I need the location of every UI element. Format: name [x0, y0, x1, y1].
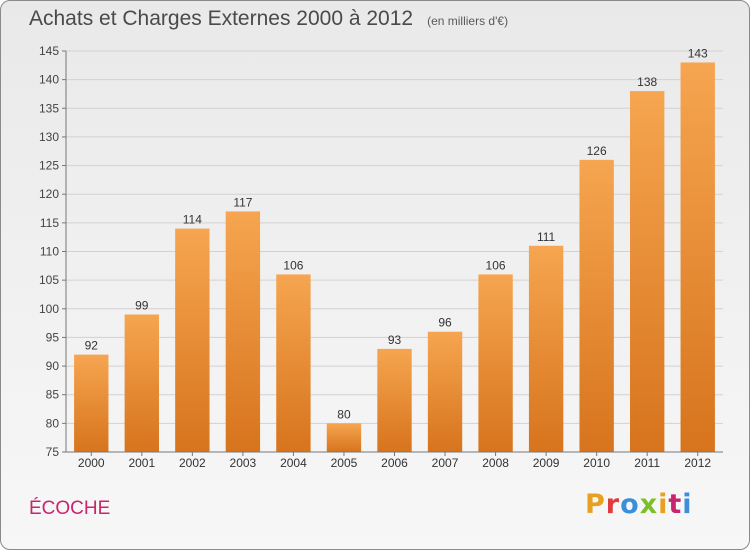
x-tick-label: 2011	[634, 456, 660, 470]
data-label: 93	[388, 333, 402, 347]
commune-name: ÉCOCHE	[29, 498, 111, 519]
bar-2005	[326, 423, 362, 452]
y-tick-label: 75	[46, 445, 60, 459]
x-tick-label: 2006	[381, 456, 408, 470]
data-label: 106	[283, 258, 303, 272]
y-tick-label: 125	[39, 159, 59, 173]
data-label: 114	[183, 213, 202, 227]
data-label: 138	[637, 75, 657, 89]
data-label: 111	[537, 230, 556, 244]
y-tick-label: 100	[39, 302, 59, 316]
data-labels: 92 99 114 117 106 80 93 96 106 111 126 138 143	[85, 46, 708, 421]
x-tick-label: 2000	[78, 456, 105, 470]
data-label: 96	[438, 316, 452, 330]
logo-letter: i	[658, 489, 669, 520]
bar-2012	[680, 62, 715, 452]
data-label: 143	[688, 46, 708, 60]
x-tick-label: 2010	[583, 456, 610, 470]
y-tick-label: 140	[39, 73, 59, 87]
y-tick-label: 110	[40, 245, 59, 259]
bar-2007	[427, 331, 463, 452]
data-label: 92	[85, 339, 99, 353]
x-tick-label: 2004	[280, 456, 307, 470]
data-label: 80	[337, 407, 351, 421]
data-label: 117	[233, 195, 252, 209]
logo-letter: x	[639, 489, 659, 520]
data-label: 99	[135, 299, 149, 313]
bar-2008	[478, 274, 513, 452]
y-tick-label: 135	[39, 101, 59, 115]
chart-units: (en milliers d'€)	[427, 14, 509, 28]
y-tick-label: 80	[46, 416, 60, 430]
bars	[74, 62, 715, 453]
logo-letter: r	[605, 489, 621, 520]
bar-2006	[377, 348, 412, 452]
x-tick-label: 2003	[230, 456, 257, 470]
logo-letter: o	[620, 489, 640, 520]
y-tick-label: 145	[39, 44, 59, 58]
y-tick-label: 85	[46, 388, 60, 402]
y-tick-label: 115	[40, 216, 59, 230]
x-tick-label: 2008	[482, 456, 509, 470]
y-tick-label: 95	[46, 330, 60, 344]
x-tick-label: 2001	[128, 456, 155, 470]
data-label: 106	[486, 258, 506, 272]
bar-2003	[225, 211, 261, 452]
bar-2001	[124, 314, 159, 452]
y-axis: 75 80 85 90 95 100 105 110 115 120 125 130 135 140 145	[39, 44, 67, 459]
x-tick-label: 2009	[533, 456, 560, 470]
bar-2010	[579, 159, 614, 453]
bar-2004	[276, 274, 311, 452]
x-axis: 2000 2001 2002 2003 2004 2005 2006 2007 2008 2009…	[66, 451, 723, 470]
y-tick-label: 130	[39, 130, 59, 144]
x-tick-label: 2012	[684, 456, 711, 470]
proxiti-logo[interactable]: Proxiti	[585, 489, 693, 520]
y-tick-label: 120	[39, 187, 59, 201]
x-tick-label: 2005	[331, 456, 358, 470]
bar-2011	[630, 91, 665, 452]
x-tick-label: 2007	[432, 456, 459, 470]
y-tick-label: 90	[46, 359, 60, 373]
y-tick-label: 105	[39, 273, 59, 287]
bar-2000	[74, 354, 109, 452]
chart-title: Achats et Charges Externes 2000 à 2012 (e…	[29, 7, 508, 31]
bar-2002	[175, 228, 210, 452]
chart-title-text: Achats et Charges Externes 2000 à 2012	[29, 7, 414, 30]
logo-letter: P	[585, 489, 606, 520]
logo-letter: i	[682, 489, 693, 520]
x-tick-label: 2002	[179, 456, 206, 470]
logo-letter: t	[668, 489, 683, 520]
bar-2009	[528, 245, 564, 452]
data-label: 126	[587, 144, 607, 158]
